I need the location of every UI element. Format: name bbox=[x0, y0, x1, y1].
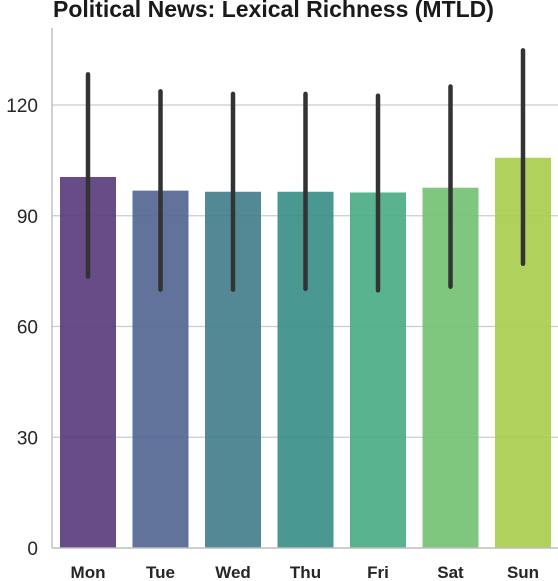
y-tick-label: 90 bbox=[17, 207, 38, 228]
y-tick-label: 0 bbox=[27, 539, 38, 560]
x-tick-label-sun: Sun bbox=[507, 563, 539, 581]
y-tick-label: 30 bbox=[17, 428, 38, 449]
x-tick-label-sat: Sat bbox=[437, 563, 464, 581]
x-tick-label-tue: Tue bbox=[146, 563, 175, 581]
x-tick-label-fri: Fri bbox=[367, 563, 389, 581]
y-tick-label: 60 bbox=[17, 318, 38, 339]
y-tick-label: 120 bbox=[6, 96, 38, 117]
chart-title: Political News: Lexical Richness (MTLD) bbox=[53, 0, 494, 22]
x-tick-label-wed: Wed bbox=[215, 563, 251, 581]
x-tick-label-mon: Mon bbox=[71, 563, 106, 581]
x-tick-label-thu: Thu bbox=[290, 563, 321, 581]
